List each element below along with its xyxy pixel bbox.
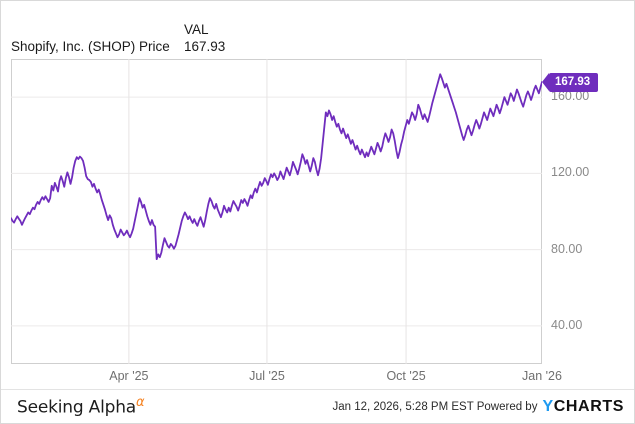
ycharts-wordmark: CHARTS <box>553 398 624 415</box>
ycharts-logo: YCHARTS <box>542 399 624 415</box>
footer-divider <box>1 389 634 390</box>
chart-header: Shopify, Inc. (SHOP) Price VAL 167.93 <box>1 15 634 55</box>
ycharts-y-mark: Y <box>542 398 554 415</box>
price-line <box>11 73 542 261</box>
footer-attribution: Jan 12, 2026, 5:28 PM EST Powered by YCH… <box>332 399 624 415</box>
seeking-alpha-wordmark: Seeking Alpha <box>17 397 136 418</box>
x-axis-tick-label: Jan '26 <box>522 369 562 383</box>
vertical-gridlines <box>128 59 407 364</box>
price-line-chart <box>11 59 542 364</box>
alpha-icon: α <box>135 395 145 410</box>
last-value-flag: 167.93 <box>541 72 599 92</box>
plot-area[interactable] <box>11 59 542 364</box>
current-value: 167.93 <box>184 39 226 54</box>
value-column-header: VAL <box>184 22 209 37</box>
y-axis-tick-label: 120.00 <box>551 165 590 180</box>
horizontal-gridlines <box>11 96 542 327</box>
plot-frame <box>11 59 542 364</box>
x-axis-tick-label: Apr '25 <box>109 369 149 383</box>
y-axis-tick-label: 80.00 <box>551 241 583 256</box>
series-name-label: Shopify, Inc. (SHOP) Price <box>11 39 170 54</box>
seeking-alpha-logo: Seeking Alphaα <box>17 395 145 418</box>
timestamp-label: Jan 12, 2026, 5:28 PM EST Powered by <box>332 401 538 413</box>
x-axis-tick-label: Jul '25 <box>249 369 285 383</box>
x-axis-tick-label: Oct '25 <box>386 369 426 383</box>
y-axis-tick-label: 40.00 <box>551 317 583 332</box>
